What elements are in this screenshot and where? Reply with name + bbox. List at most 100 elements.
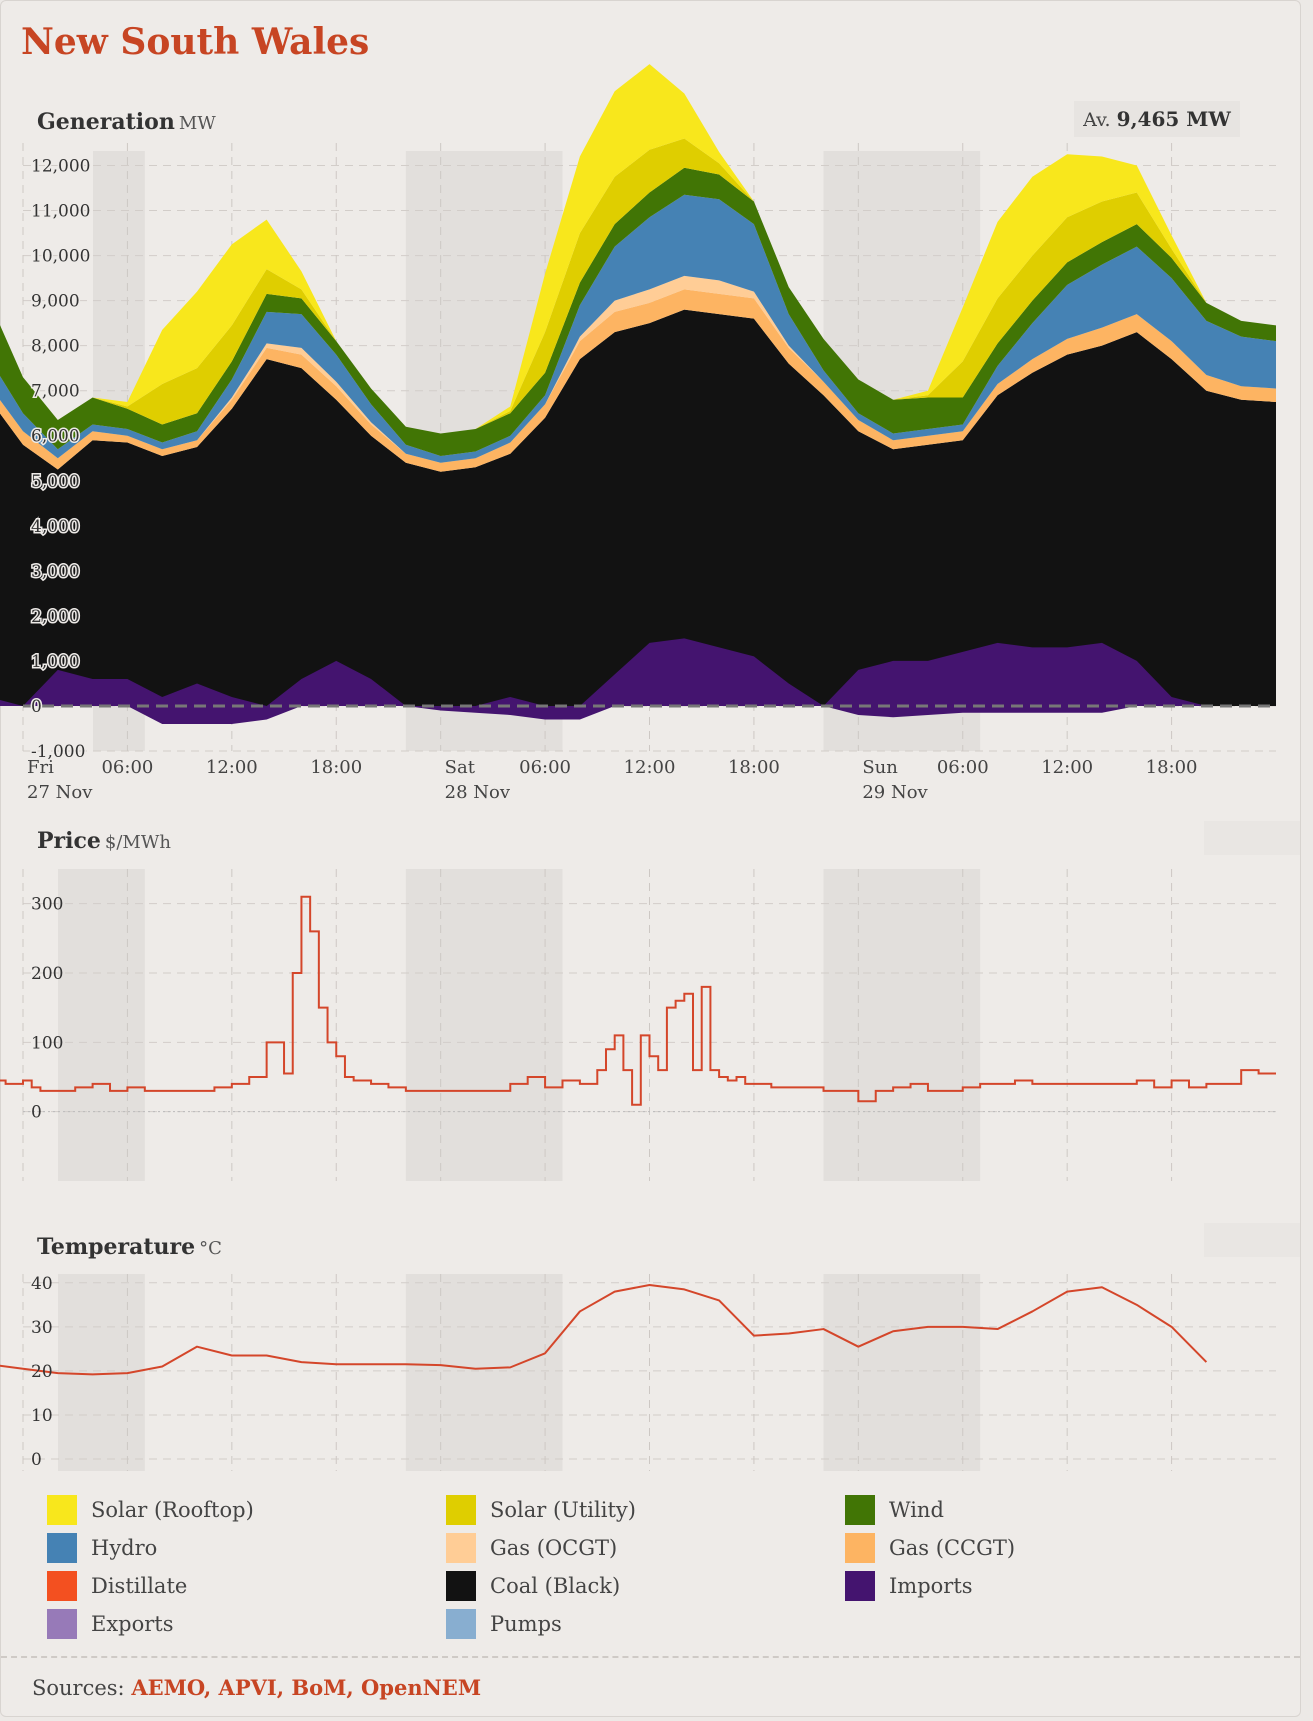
- legend-item[interactable]: Gas (CCGT): [845, 1533, 1015, 1563]
- legend-item[interactable]: Gas (OCGT): [446, 1533, 617, 1563]
- average-value: 9,465 MW: [1116, 107, 1231, 131]
- x-tick-label: 18:00: [310, 757, 362, 778]
- legend-item[interactable]: Coal (Black): [446, 1571, 620, 1601]
- legend-item[interactable]: Pumps: [446, 1609, 562, 1639]
- night-band: [823, 869, 981, 1181]
- x-date-label: 27 Nov: [27, 782, 93, 803]
- y-tick-label: 10,000: [31, 247, 90, 267]
- legend-swatch: [845, 1495, 875, 1525]
- x-tick-label: 18:00: [728, 757, 780, 778]
- price-readout-box: [1204, 821, 1300, 855]
- x-tick-label: 06:00: [101, 757, 153, 778]
- night-band: [405, 1274, 563, 1471]
- area-solar-utility: [0, 138, 1276, 434]
- generation-panel-title: Generation MW: [37, 109, 216, 135]
- y-tick-label: 0: [31, 1450, 42, 1470]
- legend-label: Pumps: [490, 1612, 562, 1636]
- legend-label: Hydro: [91, 1536, 158, 1560]
- area-coal-black: [0, 309, 1276, 706]
- y-tick-label: -1,000: [31, 742, 85, 762]
- legend-item[interactable]: Hydro: [47, 1533, 157, 1563]
- x-tick-label: 12:00: [206, 757, 258, 778]
- y-tick-label: 0: [31, 1103, 42, 1123]
- area-gas-ccgt: [0, 289, 1276, 472]
- y-tick-label: 2,000: [31, 607, 80, 627]
- night-band: [823, 1274, 981, 1471]
- area-hydro: [0, 194, 1276, 463]
- y-tick-label: 6,000: [31, 427, 80, 447]
- y-tick-label: 3,000: [31, 562, 80, 582]
- legend-swatch: [845, 1533, 875, 1563]
- temperature-chart: 0 10 20 30 40: [0, 1274, 1276, 1471]
- legend-item[interactable]: Imports: [845, 1571, 973, 1601]
- y-tick-label: 12,000: [31, 157, 90, 177]
- legend-swatch: [47, 1533, 77, 1563]
- y-tick-label: 5,000: [31, 472, 80, 492]
- y-tick-label: 7,000: [31, 382, 80, 402]
- y-tick-label: 9,000: [31, 292, 80, 312]
- area-wind: [0, 167, 1276, 457]
- temperature-unit: °C: [199, 1238, 222, 1259]
- night-band: [405, 869, 563, 1181]
- y-tick-label: 20: [31, 1362, 53, 1382]
- generation-unit: MW: [178, 113, 216, 134]
- sources-links[interactable]: AEMO, APVI, BoM, OpenNEM: [131, 1675, 482, 1700]
- temperature-panel-title: Temperature °C: [37, 1234, 222, 1260]
- legend-item[interactable]: Wind: [845, 1495, 944, 1525]
- legend-item[interactable]: Solar (Rooftop): [47, 1495, 254, 1525]
- x-day-label: Fri: [27, 757, 54, 778]
- legend-label: Coal (Black): [490, 1574, 621, 1598]
- legend-item[interactable]: Exports: [47, 1609, 174, 1639]
- x-date-label: 29 Nov: [862, 782, 928, 803]
- average-prefix: Av.: [1083, 109, 1111, 131]
- legend-item[interactable]: Distillate: [47, 1571, 187, 1601]
- y-tick-label: 0: [31, 697, 42, 717]
- area-solar-rooftop: [0, 64, 1276, 434]
- price-line: [0, 895, 1276, 1106]
- night-band: [58, 869, 145, 1181]
- area-imports: [0, 638, 1276, 706]
- price-chart: 0 100 200 300: [0, 869, 1276, 1181]
- x-day-label: Sat: [445, 757, 476, 778]
- temperature-line: [0, 1284, 1208, 1376]
- x-day-label: Sun: [862, 757, 898, 778]
- legend-swatch: [47, 1571, 77, 1601]
- price-panel-title: Price $/MWh: [37, 828, 171, 854]
- legend-item[interactable]: Solar (Utility): [446, 1495, 636, 1525]
- x-tick-label: 18:00: [1146, 757, 1198, 778]
- sources-label: Sources:: [32, 1676, 125, 1700]
- legend-swatch: [446, 1533, 476, 1563]
- legend-label: Solar (Rooftop): [91, 1498, 254, 1522]
- y-tick-label: 11,000: [31, 202, 90, 222]
- legend-label: Gas (OCGT): [490, 1536, 618, 1560]
- y-tick-label: 8,000: [31, 337, 80, 357]
- x-date-label: 28 Nov: [445, 782, 511, 803]
- generation-chart: -1,000 0 1,000 2,000 3,000 4,000 5,000 6,000 7,0…: [0, 64, 1276, 803]
- page-title: New South Wales: [21, 21, 370, 63]
- x-tick-label: 12:00: [624, 757, 676, 778]
- generation-title: Generation: [37, 109, 175, 135]
- average-readout: Av. 9,465 MW: [1074, 101, 1240, 137]
- x-tick-label: 12:00: [1041, 757, 1093, 778]
- x-tick-label: 06:00: [519, 757, 571, 778]
- legend-swatch: [845, 1571, 875, 1601]
- y-tick-label: 300: [31, 895, 63, 915]
- price-unit: $/MWh: [104, 832, 171, 853]
- y-tick-label: 200: [31, 964, 63, 984]
- price-title: Price: [37, 828, 101, 854]
- y-tick-label: 100: [31, 1033, 63, 1053]
- temperature-title: Temperature: [37, 1234, 196, 1260]
- legend: Solar (Rooftop) Solar (Utility) Wind Hydro G…: [47, 1495, 1247, 1655]
- divider: [1, 1656, 1300, 1658]
- legend-label: Solar (Utility): [490, 1498, 636, 1522]
- legend-label: Wind: [889, 1498, 944, 1522]
- y-tick-label: 1,000: [31, 652, 80, 672]
- y-tick-label: 30: [31, 1318, 53, 1338]
- y-tick-label: 10: [31, 1406, 53, 1426]
- legend-swatch: [446, 1609, 476, 1639]
- y-tick-label: 4,000: [31, 517, 80, 537]
- legend-swatch: [446, 1495, 476, 1525]
- legend-label: Exports: [91, 1612, 174, 1636]
- legend-label: Imports: [889, 1574, 973, 1598]
